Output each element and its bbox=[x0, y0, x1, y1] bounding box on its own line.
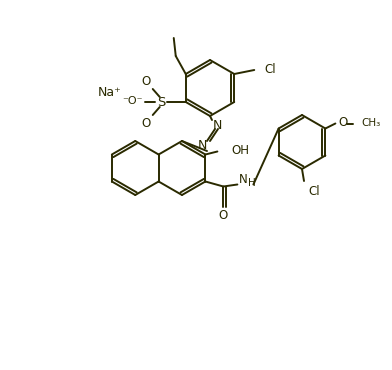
Text: Na⁺: Na⁺ bbox=[98, 85, 122, 98]
Text: ⁻O⁻: ⁻O⁻ bbox=[123, 96, 143, 106]
Text: H: H bbox=[249, 178, 256, 188]
Text: OH: OH bbox=[231, 144, 249, 157]
Text: CH₃: CH₃ bbox=[361, 118, 381, 128]
Text: O: O bbox=[141, 117, 151, 130]
Text: O: O bbox=[339, 116, 348, 129]
Text: N: N bbox=[197, 138, 207, 151]
Text: N: N bbox=[239, 173, 248, 186]
Text: O: O bbox=[141, 74, 151, 87]
Text: S: S bbox=[158, 95, 166, 108]
Text: O: O bbox=[219, 209, 228, 222]
Text: N: N bbox=[212, 118, 222, 131]
Text: Cl: Cl bbox=[308, 185, 319, 198]
Text: Cl: Cl bbox=[264, 63, 276, 75]
